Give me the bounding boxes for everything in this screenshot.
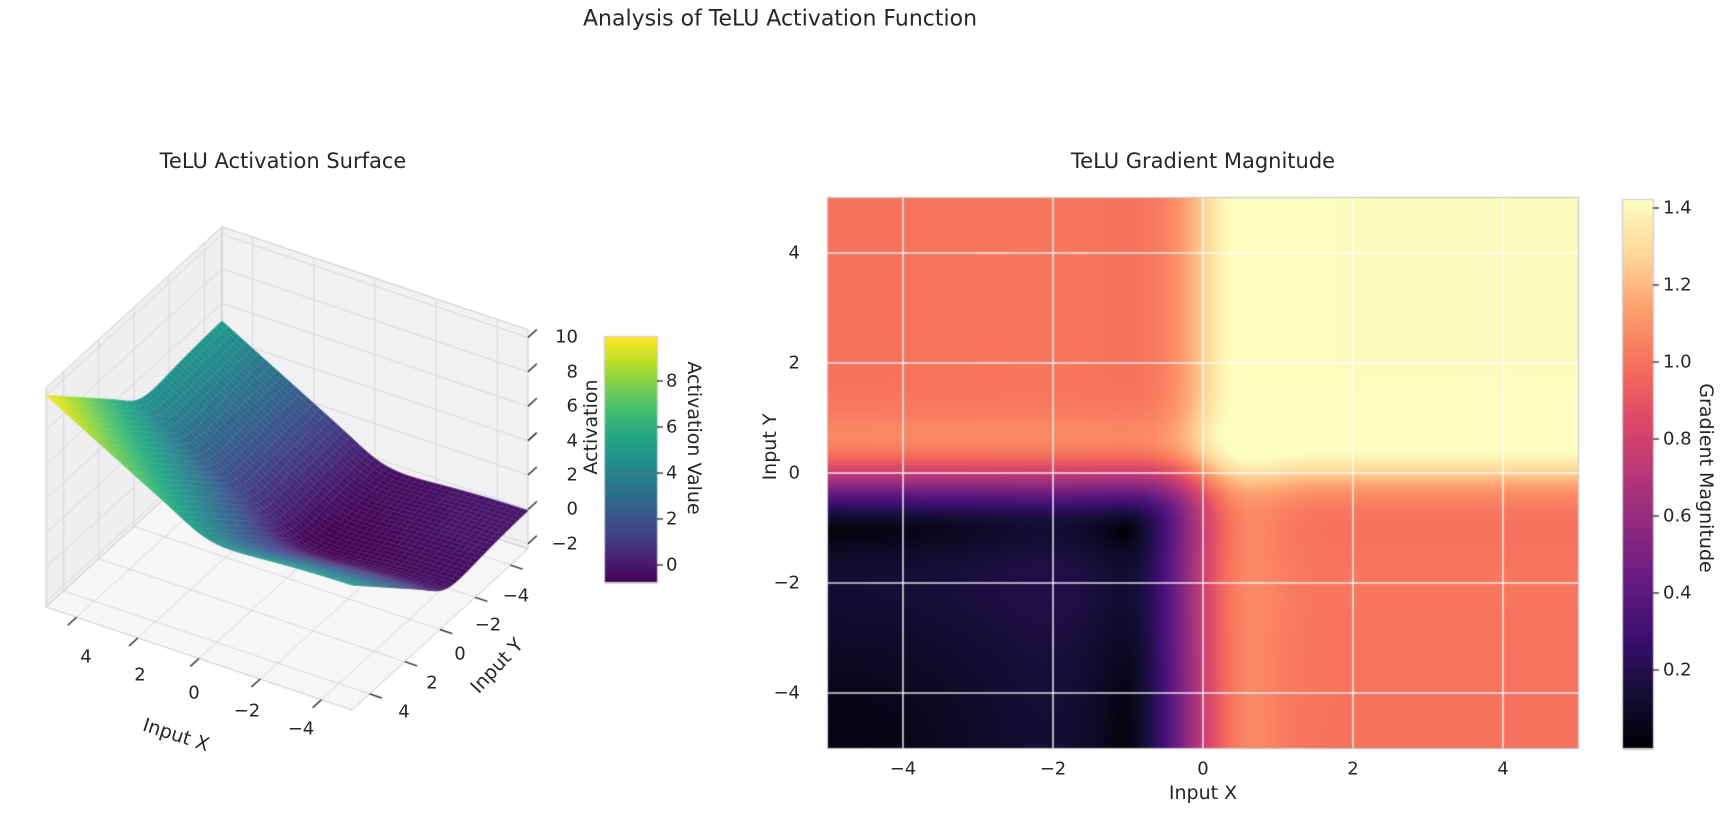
surface-x-tick-label: −4 [287,718,315,740]
surface-y-tick-label: −4 [502,585,530,607]
surface-z-tick-label: 0 [566,498,578,520]
surface-y-tick-label: 2 [426,672,438,694]
heatmap-x-tick-label: −4 [889,758,917,780]
surface-colorbar-tick-label: 6 [666,416,678,438]
surface-colorbar-tick-label: 2 [666,508,678,530]
heatmap-x-tick-label: −2 [1039,758,1067,780]
heatmap-x-tick-label: 2 [1347,758,1359,780]
heatmap-colorbar-tick-label: 0.8 [1663,428,1692,450]
surface-z-tick-label: 4 [566,430,578,452]
surface-y-tick-label: 0 [454,643,466,665]
surface-colorbar-tick-label: 8 [666,370,678,392]
heatmap-colorbar-tick-label: 0.6 [1663,505,1692,527]
surface-z-tick-label: −2 [551,533,578,555]
heatmap-y-tick-label: 2 [788,352,800,374]
surface-x-tick-label: 0 [188,682,200,704]
surface-x-tick-label: 4 [80,646,92,668]
heatmap-colorbar-tick-label: 0.2 [1663,659,1692,681]
heatmap-xaxis-label: Input X [1168,782,1238,804]
heatmap-y-tick-label: 0 [788,462,800,484]
heatmap-y-tick-label: 4 [788,242,800,264]
surface-z-tick-label: 6 [566,395,578,417]
heatmap-title: TeLU Gradient Magnitude [1070,149,1336,173]
heatmap-colorbar-tick-label: 1.0 [1663,351,1692,373]
heatmap-y-tick-label: −4 [773,682,800,704]
surface-z-tick-label: 2 [566,464,578,486]
surface-plot-title: TeLU Activation Surface [159,149,407,173]
surface-colorbar-label: Activation Value [683,361,705,515]
heatmap-colorbar-tick-label: 1.2 [1663,274,1692,296]
surface-z-tick-label: 8 [566,361,578,383]
heatmap-y-tick-label: −2 [773,572,800,594]
heatmap-x-tick-label: 4 [1497,758,1509,780]
surface-colorbar-tick-label: 0 [666,554,678,576]
heatmap-colorbar-tick-label: 1.4 [1663,197,1692,219]
heatmap-yaxis-label: Input Y [759,413,781,481]
figure-title: Analysis of TeLU Activation Function [582,6,978,32]
surface-x-tick-label: 2 [134,664,146,686]
surface-colorbar-tick-label: 4 [666,462,678,484]
heatmap-x-tick-label: 0 [1197,758,1209,780]
surface-zaxis-label: Activation [580,379,602,475]
surface-z-tick-label: 10 [555,326,578,348]
surface-y-tick-label: −2 [474,614,502,636]
heatmap-colorbar-label: Gradient Magnitude [1695,383,1717,573]
surface-y-tick-label: 4 [398,701,410,723]
surface-x-tick-label: −2 [233,700,261,722]
heatmap-colorbar-tick-label: 0.4 [1663,582,1692,604]
